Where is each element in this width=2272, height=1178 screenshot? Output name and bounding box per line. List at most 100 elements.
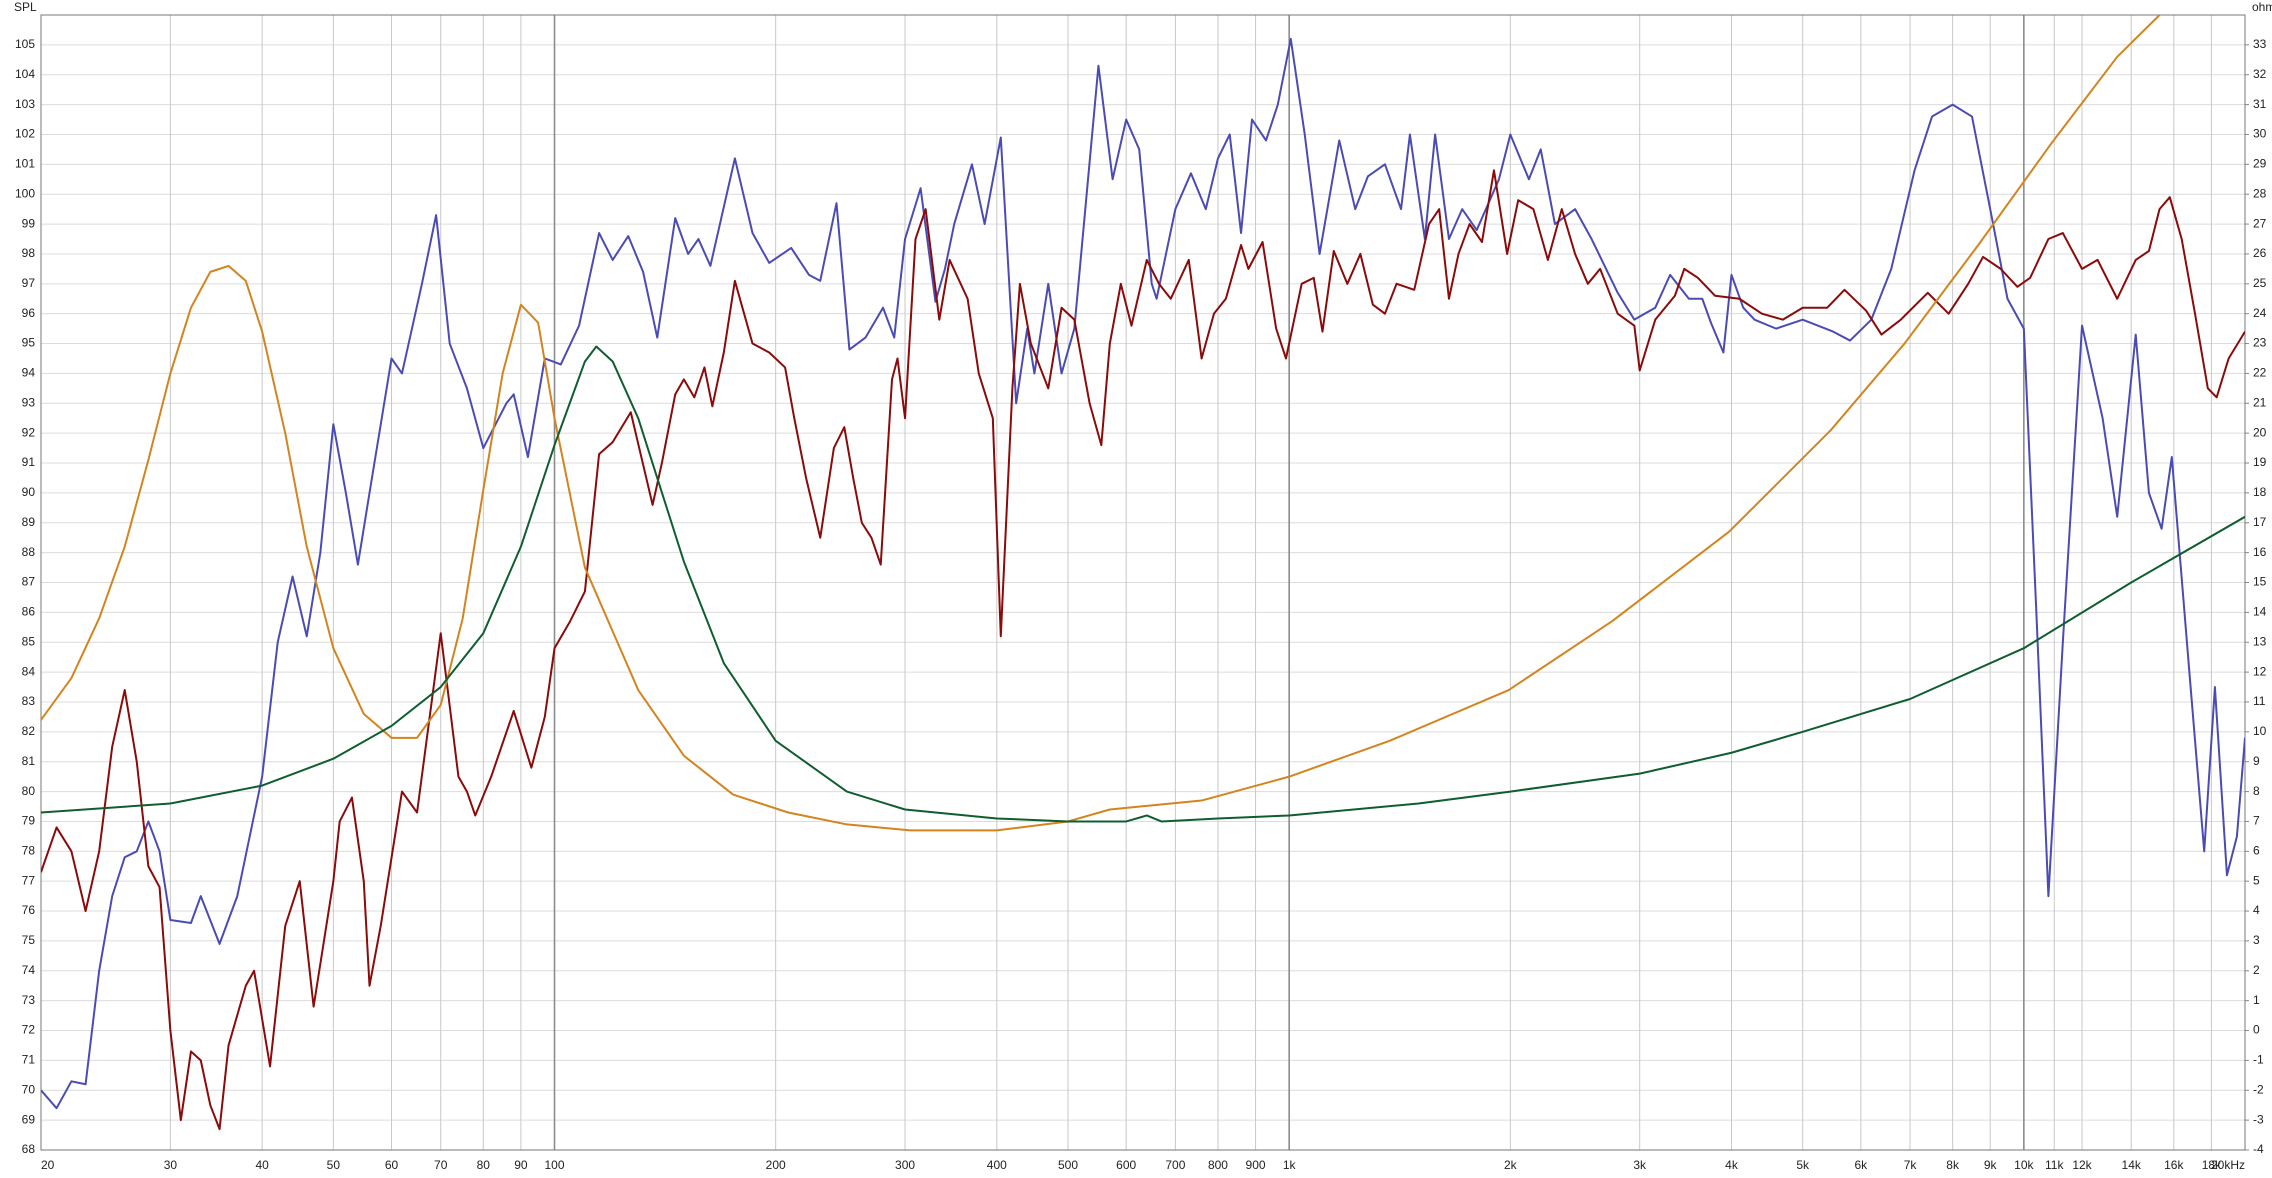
y-tick-label: 88 (22, 545, 36, 559)
y-tick-label: 93 (22, 395, 36, 409)
x-tick-label: 100 (544, 1158, 564, 1172)
y2-tick-label: 10 (2253, 724, 2267, 738)
y2-tick-label: 19 (2253, 455, 2267, 469)
y2-tick-label: 25 (2253, 276, 2267, 290)
x-tick-label: 6k (1855, 1158, 1869, 1172)
y2-tick-label: 9 (2253, 754, 2260, 768)
y-tick-label: 68 (22, 1142, 36, 1156)
y2-tick-label: 17 (2253, 515, 2267, 529)
y-tick-label: 82 (22, 724, 36, 738)
y-tick-label: 100 (15, 186, 35, 200)
y-tick-label: 71 (22, 1053, 36, 1067)
y2-tick-label: 23 (2253, 336, 2267, 350)
x-tick-label: 40 (255, 1158, 269, 1172)
y-tick-label: 101 (15, 157, 35, 171)
y-tick-label: 76 (22, 903, 36, 917)
x-tick-label: 60 (385, 1158, 399, 1172)
y-tick-label: 98 (22, 246, 36, 260)
y-tick-label: 87 (22, 575, 36, 589)
y2-tick-label: 24 (2253, 306, 2267, 320)
y-tick-label: 75 (22, 933, 36, 947)
x-tick-label: 30 (164, 1158, 178, 1172)
y2-tick-label: -1 (2253, 1053, 2264, 1067)
y2-tick-label: 14 (2253, 605, 2267, 619)
x-tick-label: 11k (2045, 1158, 2064, 1172)
x-tick-label: 800 (1208, 1158, 1228, 1172)
y-tick-label: 70 (22, 1082, 36, 1096)
curve (41, 345, 2245, 823)
y2-tick-label: -2 (2253, 1082, 2264, 1096)
y2-tick-label: 16 (2253, 545, 2267, 559)
y-tick-label: 94 (22, 366, 36, 380)
y2-tick-label: 13 (2253, 634, 2267, 648)
y2-tick-label: 4 (2253, 903, 2260, 917)
y-tick-label: 77 (22, 873, 36, 887)
y2-tick-label: 0 (2253, 1023, 2260, 1037)
x-tick-label: 50 (327, 1158, 341, 1172)
x-tick-label: 12k (2072, 1158, 2092, 1172)
x-tick-label: 300 (895, 1158, 915, 1172)
x-tick-label: 14k (2122, 1158, 2142, 1172)
y-tick-label: 78 (22, 843, 36, 857)
y2-tick-label: 18 (2253, 485, 2267, 499)
curve (41, 37, 2245, 1110)
y2-tick-label: 3 (2253, 933, 2260, 947)
y2-tick-label: 11 (2253, 694, 2266, 708)
x-tick-label: 9k (1984, 1158, 1998, 1172)
y-tick-label: 80 (22, 784, 36, 798)
x-tick-label: 700 (1165, 1158, 1185, 1172)
y2-tick-label: 31 (2253, 97, 2267, 111)
y-tick-label: 72 (22, 1023, 36, 1037)
y2-tick-label: 8 (2253, 784, 2260, 798)
y-tick-label: 74 (22, 963, 36, 977)
x-tick-label: 20kHz (2211, 1158, 2245, 1172)
y-tick-label: 91 (22, 455, 36, 469)
x-tick-label: 70 (434, 1158, 448, 1172)
plot-frame (40, 14, 2246, 1151)
y-tick-label: 89 (22, 515, 36, 529)
x-tick-label: 200 (766, 1158, 786, 1172)
y2-tick-label: 26 (2253, 246, 2267, 260)
y2-tick-label: 5 (2253, 873, 2260, 887)
y2-tick-label: 32 (2253, 67, 2267, 81)
x-tick-label: 500 (1058, 1158, 1078, 1172)
y2-tick-label: 33 (2253, 37, 2267, 51)
y-tick-label: 83 (22, 694, 36, 708)
x-tick-label: 80 (477, 1158, 491, 1172)
x-tick-label: 90 (514, 1158, 528, 1172)
curve (41, 169, 2245, 1131)
x-tick-label: 18k (2202, 1158, 2222, 1172)
y-tick-label: 104 (15, 67, 35, 81)
x-tick-label: 16k (2164, 1158, 2184, 1172)
y-tick-label: 99 (22, 216, 36, 230)
x-tick-label: 600 (1116, 1158, 1136, 1172)
y2-tick-label: 20 (2253, 425, 2267, 439)
y2-tick-label: 7 (2253, 814, 2260, 828)
y-tick-label: 90 (22, 485, 36, 499)
y-tick-label: 79 (22, 814, 36, 828)
y-tick-label: 73 (22, 993, 36, 1007)
y-tick-label: 81 (22, 754, 36, 768)
y-tick-label: 96 (22, 306, 36, 320)
y-tick-label: 85 (22, 634, 36, 648)
curve (41, 15, 2161, 832)
y2-tick-label: 1 (2253, 993, 2260, 1007)
y-tick-label: 97 (22, 276, 36, 290)
y2-tick-label: 27 (2253, 216, 2267, 230)
x-tick-label: 5k (1796, 1158, 1810, 1172)
y-tick-label: 103 (15, 97, 35, 111)
x-tick-label: 400 (987, 1158, 1007, 1172)
y2-tick-label: 22 (2253, 366, 2267, 380)
y2-tick-label: 6 (2253, 843, 2260, 857)
y2-tick-label: -4 (2253, 1142, 2264, 1156)
x-tick-label: 3k (1633, 1158, 1647, 1172)
y-tick-label: 84 (22, 664, 36, 678)
y-tick-label: 105 (15, 37, 35, 51)
y-tick-label: 95 (22, 336, 36, 350)
y-tick-label: 69 (22, 1112, 36, 1126)
y2-tick-label: 15 (2253, 575, 2267, 589)
x-tick-label: 20 (41, 1158, 55, 1172)
x-tick-label: 2k (1504, 1158, 1518, 1172)
